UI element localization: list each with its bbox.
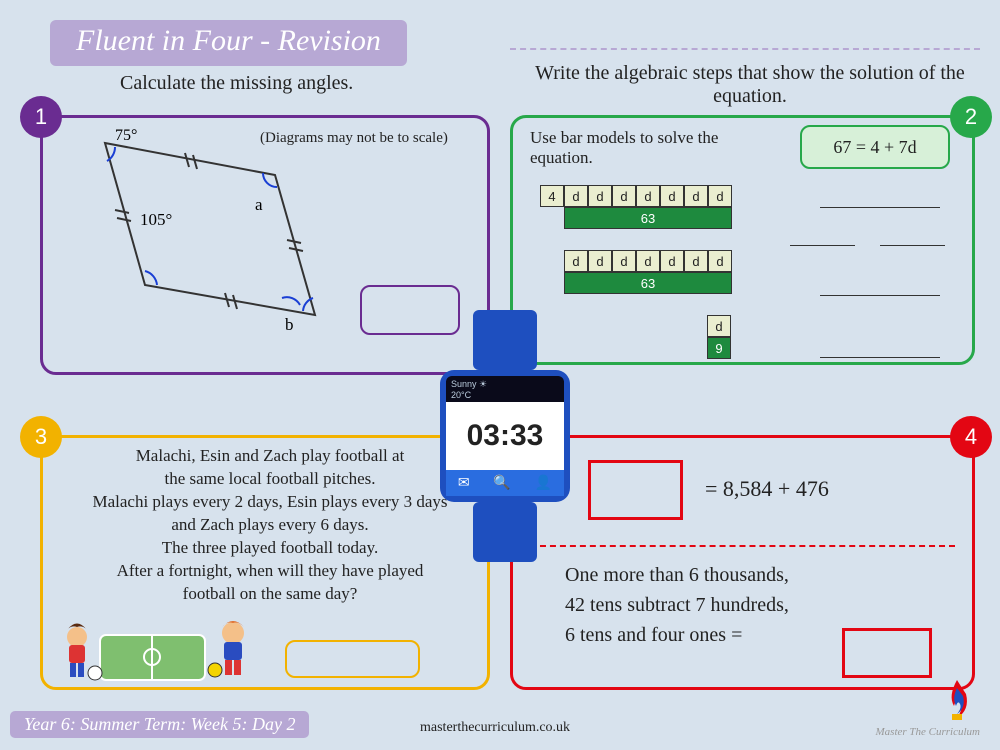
p2-sub: Use bar models to solve the equation. bbox=[530, 128, 760, 168]
p1-instruction: Calculate the missing angles. bbox=[120, 72, 353, 95]
p4-equation: = 8,584 + 476 bbox=[705, 476, 829, 502]
parallelogram-diagram: 75° 105° a b bbox=[55, 125, 355, 355]
work-line[interactable] bbox=[880, 228, 945, 246]
angle-a: a bbox=[255, 195, 263, 214]
footer-url: masterthecurriculum.co.uk bbox=[420, 720, 570, 736]
bar-model-2: ddddddd 63 bbox=[564, 250, 732, 294]
bar-model-1: 4ddddddd 63 bbox=[540, 185, 732, 229]
badge-2: 2 bbox=[950, 96, 992, 138]
work-line[interactable] bbox=[820, 278, 940, 296]
angle-b: b bbox=[285, 315, 294, 334]
p2-equation: 67 = 4 + 7d bbox=[800, 125, 950, 169]
work-line[interactable] bbox=[820, 190, 940, 208]
user-icon[interactable]: 👤 bbox=[535, 475, 552, 492]
logo-flame-icon bbox=[942, 678, 972, 720]
badge-4: 4 bbox=[950, 416, 992, 458]
work-line[interactable] bbox=[820, 340, 940, 358]
title-divider bbox=[510, 48, 980, 50]
smartwatch: Sunny ☀20°C 03:33 ✉ 🔍 👤 bbox=[440, 310, 570, 562]
footer-banner: Year 6: Summer Term: Week 5: Day 2 bbox=[10, 711, 309, 738]
watch-weather: Sunny ☀20°C bbox=[446, 376, 564, 402]
p4-answer-box-1[interactable] bbox=[588, 460, 683, 520]
angle-75: 75° bbox=[115, 127, 137, 144]
badge-3: 3 bbox=[20, 416, 62, 458]
page-title: Fluent in Four - Revision bbox=[50, 20, 407, 66]
angle-105: 105° bbox=[140, 210, 172, 229]
search-icon[interactable]: 🔍 bbox=[493, 475, 510, 492]
badge-1: 1 bbox=[20, 96, 62, 138]
p4-answer-box-2[interactable] bbox=[842, 628, 932, 678]
mail-icon[interactable]: ✉ bbox=[458, 475, 470, 492]
p3-question: Malachi, Esin and Zach play football att… bbox=[60, 445, 480, 606]
bar-model-3: d 9 bbox=[707, 315, 731, 359]
watch-time: 03:33 bbox=[446, 402, 564, 470]
p2-instruction: Write the algebraic steps that show the … bbox=[520, 62, 980, 108]
footer-logo-text: Master The Curriculum bbox=[876, 726, 981, 738]
football-illustration bbox=[55, 615, 265, 685]
p4-divider bbox=[530, 545, 955, 547]
work-line[interactable] bbox=[790, 228, 855, 246]
p3-answer-box[interactable] bbox=[285, 640, 420, 678]
